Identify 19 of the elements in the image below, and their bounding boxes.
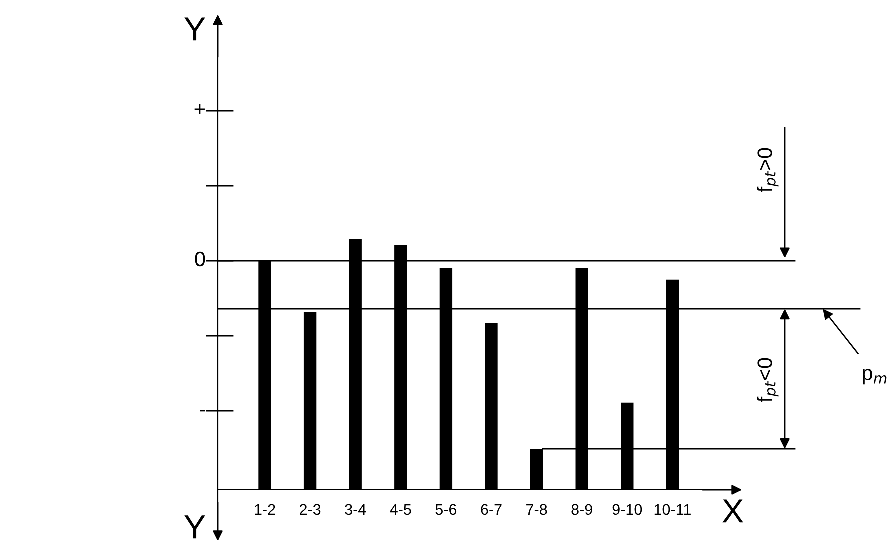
x-tick-label: 3-4 xyxy=(345,504,366,516)
text: + xyxy=(194,104,205,115)
ref-line-label: f$_{pt}$>0 xyxy=(757,148,779,192)
x-tick-label: 2-3 xyxy=(300,504,321,516)
x-tick-label: 7-8 xyxy=(526,504,548,516)
x-tick-label: 5-6 xyxy=(436,504,457,516)
x-tick-label: 4-5 xyxy=(390,504,412,516)
text: Y xyxy=(184,18,206,41)
x-tick-label: 9-10 xyxy=(612,504,642,516)
text: Y xyxy=(184,516,206,539)
text: 0 xyxy=(195,252,206,267)
x-tick-label: 1-2 xyxy=(255,504,276,515)
ref-line-label: f$_{pt}$<0 xyxy=(757,358,779,402)
x-tick-label: 10-11 xyxy=(654,504,691,516)
text: - xyxy=(200,410,206,412)
x-axis-title: X xyxy=(722,500,744,523)
x-tick-label: 6-7 xyxy=(481,504,502,516)
ref-line-label: p$_{m}$ xyxy=(863,369,887,385)
x-tick-label: 8-9 xyxy=(572,504,592,516)
